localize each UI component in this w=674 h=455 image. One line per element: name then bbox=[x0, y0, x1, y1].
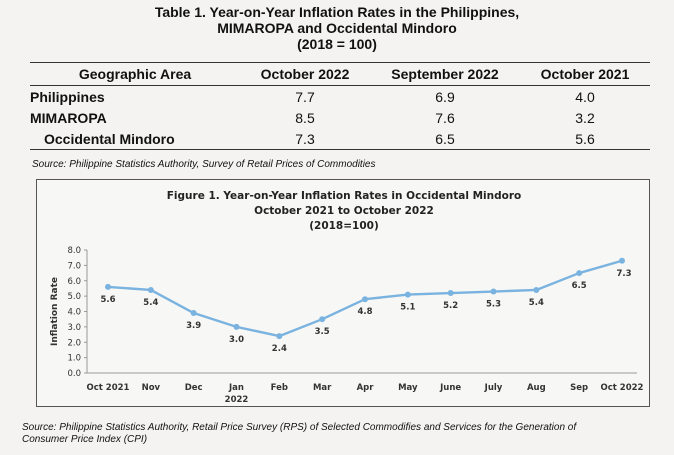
data-point bbox=[533, 286, 540, 293]
y-tick-label: 0.0 bbox=[67, 369, 81, 379]
x-tick-label: July bbox=[484, 383, 503, 393]
x-tick-label: Sep bbox=[570, 383, 588, 393]
y-tick-label: 3.0 bbox=[67, 323, 81, 333]
value-cell: 4.0 bbox=[575, 88, 595, 105]
value-cell: 8.5 bbox=[295, 109, 315, 126]
value-cell: 7.6 bbox=[435, 109, 455, 126]
data-point bbox=[105, 283, 111, 290]
table-title-line2: MIMAROPA and Occidental Mindoro bbox=[217, 20, 457, 36]
y-tick-label: 1.0 bbox=[67, 354, 81, 364]
x-year-label: 2022 bbox=[225, 395, 249, 405]
column-header-area: Geographic Area bbox=[30, 62, 240, 86]
data-label: 2.4 bbox=[272, 344, 287, 354]
chart-title: Figure 1. Year-on-Year Inflation Rates i… bbox=[37, 189, 651, 234]
inflation-table: Geographic Area October 2022 September 2… bbox=[30, 62, 650, 150]
line-chart: 0.0 1.0 2.0 3.0 4.0 5.0 6.0 7.0 8.0 Inflation Rat… bbox=[50, 246, 644, 405]
chart-container: Figure 1. Year-on-Year Inflation Rates i… bbox=[36, 179, 650, 407]
y-tick-label: 5.0 bbox=[67, 292, 81, 302]
table-row: Occidental Mindoro 7.3 6.5 5.6 bbox=[30, 128, 650, 150]
y-tick-label: 8.0 bbox=[67, 246, 81, 256]
table-title-line3: (2018 = 100) bbox=[297, 36, 377, 52]
column-header-oct2022: October 2022 bbox=[240, 62, 370, 86]
chart-source-note: Source: Philippine Statistics Authority,… bbox=[22, 422, 577, 445]
table-title-line1: Table 1. Year-on-Year Inflation Rates in… bbox=[154, 4, 520, 20]
chart-title-line3: (2018=100) bbox=[309, 220, 379, 232]
area-cell: MIMAROPA bbox=[30, 109, 107, 126]
table-title: Table 1. Year-on-Year Inflation Rates in… bbox=[0, 4, 674, 52]
y-tick-label: 6.0 bbox=[67, 277, 81, 287]
data-point bbox=[319, 316, 326, 323]
x-tick-label: Nov bbox=[142, 383, 161, 393]
table-source-note: Source: Philippine Statistics Authority,… bbox=[32, 159, 376, 170]
y-tick-label: 7.0 bbox=[67, 261, 81, 271]
area-cell: Occidental Mindoro bbox=[30, 128, 240, 150]
column-header-oct2021: October 2021 bbox=[520, 62, 650, 86]
data-label: 5.4 bbox=[529, 298, 544, 308]
y-axis-title: Inflation Rate bbox=[50, 277, 60, 346]
data-label: 5.6 bbox=[100, 295, 115, 305]
data-point bbox=[490, 288, 497, 295]
y-tick-label: 4.0 bbox=[67, 308, 81, 318]
data-label: 5.2 bbox=[443, 301, 458, 311]
data-point bbox=[190, 310, 197, 317]
chart-title-line2: October 2021 to October 2022 bbox=[254, 205, 434, 217]
data-label: 3.5 bbox=[315, 327, 330, 337]
column-header-sep2022: September 2022 bbox=[370, 62, 520, 86]
x-tick-label: Mar bbox=[313, 383, 332, 393]
data-point bbox=[619, 257, 625, 264]
data-label: 5.1 bbox=[400, 303, 415, 313]
data-label: 3.0 bbox=[229, 335, 244, 345]
x-tick-label: Feb bbox=[271, 383, 288, 393]
x-tick-label: Oct 2022 bbox=[601, 383, 644, 393]
data-point bbox=[404, 291, 411, 298]
chart-title-line1: Figure 1. Year-on-Year Inflation Rates i… bbox=[166, 190, 522, 202]
table-header-row: Geographic Area October 2022 September 2… bbox=[30, 62, 650, 86]
x-tick-label: Jan bbox=[228, 383, 244, 393]
data-label: 4.8 bbox=[357, 307, 372, 317]
value-cell: 7.7 bbox=[295, 88, 315, 105]
value-cell: 6.9 bbox=[435, 88, 455, 105]
value-cell: 7.3 bbox=[240, 128, 370, 150]
x-tick-label: Aug bbox=[527, 383, 546, 393]
data-point bbox=[233, 323, 240, 330]
data-label: 3.9 bbox=[186, 321, 201, 331]
table-row: Philippines 7.7 6.9 4.0 bbox=[30, 86, 650, 108]
area-cell: Philippines bbox=[30, 88, 105, 105]
x-tick-label: Apr bbox=[357, 383, 375, 393]
x-tick-label: Dec bbox=[185, 383, 203, 393]
data-point bbox=[276, 333, 283, 340]
data-label: 6.5 bbox=[572, 281, 587, 291]
value-cell: 6.5 bbox=[370, 128, 520, 150]
data-label: 7.3 bbox=[616, 269, 631, 279]
value-cell: 5.6 bbox=[520, 128, 650, 150]
data-point bbox=[576, 270, 583, 277]
data-point bbox=[447, 290, 454, 297]
data-label: 5.3 bbox=[486, 300, 501, 310]
table-row: MIMAROPA 8.5 7.6 3.2 bbox=[30, 107, 650, 128]
value-cell: 3.2 bbox=[575, 109, 595, 126]
y-tick-label: 2.0 bbox=[67, 338, 81, 348]
x-tick-label: Oct 2021 bbox=[87, 383, 130, 393]
data-point bbox=[147, 286, 154, 293]
data-point bbox=[362, 296, 368, 303]
x-tick-label: May bbox=[398, 383, 418, 393]
x-tick-label: June bbox=[439, 383, 461, 393]
data-label: 5.4 bbox=[143, 298, 158, 308]
